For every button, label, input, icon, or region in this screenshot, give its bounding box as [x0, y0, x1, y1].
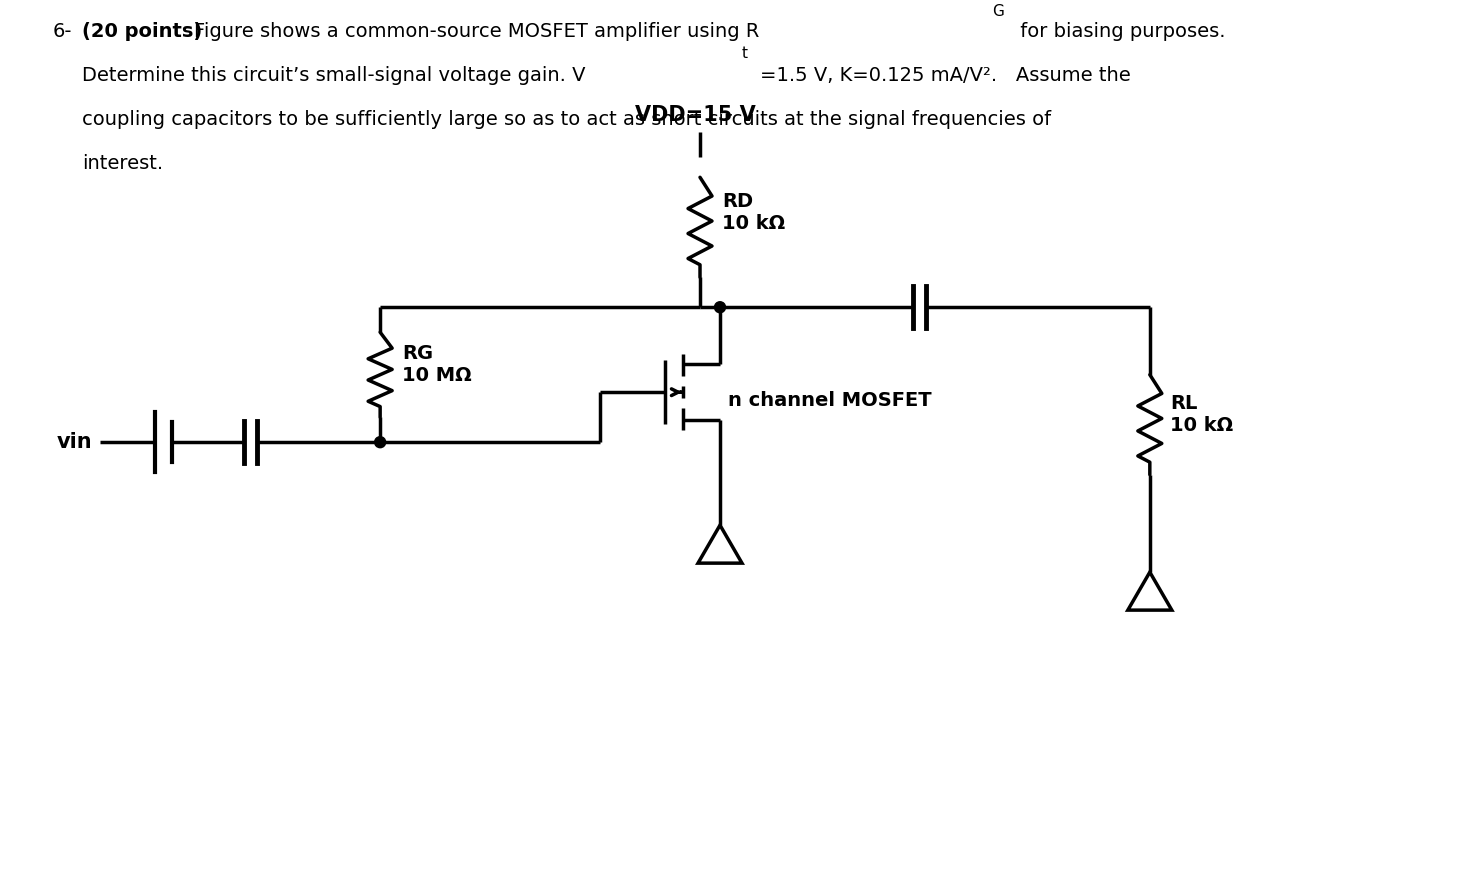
Text: t: t	[742, 46, 748, 62]
Circle shape	[714, 301, 726, 313]
Text: G: G	[991, 4, 1003, 20]
Text: RG
10 MΩ: RG 10 MΩ	[402, 344, 472, 385]
Text: interest.: interest.	[82, 154, 163, 173]
Text: RL
10 kΩ: RL 10 kΩ	[1169, 394, 1233, 435]
Text: n channel MOSFET: n channel MOSFET	[728, 391, 932, 409]
Text: =1.5 V, K=0.125 mA/V².   Assume the: =1.5 V, K=0.125 mA/V². Assume the	[760, 66, 1131, 86]
Circle shape	[375, 437, 386, 448]
Text: Determine this circuit’s small-signal voltage gain. V: Determine this circuit’s small-signal vo…	[82, 66, 586, 86]
Text: for biasing purposes.: for biasing purposes.	[1013, 22, 1225, 41]
Text: Figure shows a common-source MOSFET amplifier using R: Figure shows a common-source MOSFET ampl…	[194, 22, 760, 41]
Text: (20 points): (20 points)	[82, 22, 203, 41]
Text: coupling capacitors to be sufficiently large so as to act as short circuits at t: coupling capacitors to be sufficiently l…	[82, 111, 1051, 129]
Text: vin: vin	[57, 433, 92, 452]
Text: 6-: 6-	[52, 22, 71, 41]
Text: RD
10 kΩ: RD 10 kΩ	[722, 192, 784, 233]
Text: VDD=15 V: VDD=15 V	[634, 105, 755, 125]
